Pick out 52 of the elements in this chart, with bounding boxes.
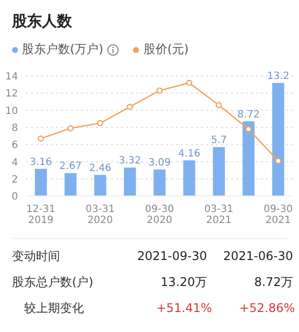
x-tick-label: 03-31 2020 bbox=[86, 204, 115, 226]
data-label: 3.09 bbox=[148, 158, 171, 169]
point bbox=[245, 126, 252, 132]
bar bbox=[183, 160, 196, 196]
bar bbox=[94, 174, 106, 196]
point bbox=[156, 87, 163, 94]
point bbox=[38, 135, 44, 142]
data-label: 5.7 bbox=[210, 135, 227, 146]
bar bbox=[64, 173, 77, 196]
x-tick-label: 09-30 2020 bbox=[144, 204, 174, 226]
text: +52.86% bbox=[238, 301, 295, 315]
point bbox=[97, 120, 104, 126]
point bbox=[67, 125, 74, 132]
bar bbox=[272, 82, 284, 196]
point bbox=[216, 102, 222, 108]
text: 13.20万 bbox=[160, 274, 207, 290]
text: 2021-06-30 bbox=[222, 249, 293, 263]
text: 较上期变化 bbox=[23, 300, 85, 316]
y-tick-label: 6 bbox=[12, 140, 18, 152]
bar bbox=[154, 170, 166, 196]
text: 股东总户数(户) bbox=[12, 274, 94, 290]
data-label: 4.16 bbox=[178, 148, 200, 160]
y-tick-label: 4 bbox=[12, 157, 18, 168]
y-tick-label: 14 bbox=[5, 72, 18, 83]
data-label: 8.72 bbox=[237, 109, 260, 120]
data-label: 3.32 bbox=[118, 156, 142, 167]
data-label: 2.67 bbox=[59, 161, 82, 172]
data-label: 2.46 bbox=[89, 162, 112, 174]
data-label: 13.2 bbox=[267, 70, 290, 82]
text: +51.41% bbox=[155, 301, 212, 315]
y-tick-label: 2 bbox=[12, 174, 18, 186]
y-tick-label: 0 bbox=[12, 192, 18, 203]
point bbox=[186, 80, 192, 86]
data-label: 3.16 bbox=[30, 156, 52, 168]
y-tick-label: 10 bbox=[5, 106, 18, 117]
x-tick-label: 03-31 2021 bbox=[204, 204, 234, 226]
x-tick-label: 12-31 2019 bbox=[26, 204, 56, 226]
point bbox=[126, 104, 133, 110]
bar bbox=[124, 168, 136, 196]
point bbox=[275, 158, 282, 164]
y-tick-label: 8 bbox=[12, 122, 18, 134]
text: 变动时间 bbox=[12, 248, 61, 264]
legend-label: 股东户数(万户) bbox=[22, 41, 104, 58]
bar bbox=[242, 121, 255, 196]
y-tick-label: 12 bbox=[5, 88, 18, 100]
bar bbox=[34, 168, 47, 196]
x-tick-label: 09-30 2021 bbox=[264, 204, 293, 226]
bar bbox=[212, 147, 225, 196]
text: 2021-09-30 bbox=[136, 249, 207, 263]
text: 8.72万 bbox=[253, 274, 293, 290]
chart-title: 股东人数 bbox=[10, 11, 73, 32]
legend-label: 股价(元) bbox=[143, 41, 189, 58]
